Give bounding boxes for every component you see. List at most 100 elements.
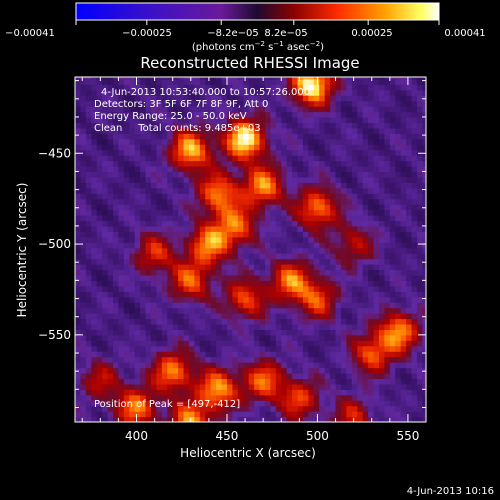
heatmap-cell: [395, 258, 402, 265]
heatmap-cell: [167, 149, 174, 156]
heatmap-cell: [80, 127, 87, 134]
heatmap-cell: [161, 133, 168, 140]
heatmap-cell: [216, 138, 223, 145]
heatmap-cell: [172, 95, 179, 102]
heatmap-cell: [357, 198, 364, 205]
heatmap-cell: [351, 372, 358, 380]
heatmap-cell: [91, 345, 98, 352]
heatmap-cell: [199, 340, 206, 347]
heatmap-cell: [156, 323, 163, 330]
heatmap-cell: [150, 247, 158, 254]
heatmap-cell: [368, 307, 375, 314]
heatmap-cell: [400, 372, 407, 380]
heatmap-cell: [286, 182, 293, 189]
heatmap-cell: [346, 351, 353, 358]
heatmap-cell: [140, 247, 147, 254]
heatmap-cell: [373, 362, 380, 369]
heatmap-cell: [389, 389, 396, 396]
heatmap-cell: [102, 334, 109, 341]
heatmap-cell: [112, 155, 120, 162]
heatmap-cell: [384, 313, 391, 320]
heatmap-cell: [107, 258, 114, 265]
heatmap-cell: [102, 405, 109, 412]
heatmap-cell: [183, 89, 190, 96]
heatmap-cell: [112, 351, 120, 358]
heatmap-cell: [178, 340, 185, 347]
heatmap-cell: [270, 389, 277, 396]
heatmap-cell: [134, 127, 141, 134]
heatmap-cell: [123, 127, 130, 134]
heatmap-cell: [286, 89, 293, 96]
heatmap-cell: [167, 89, 174, 96]
heatmap-cell: [232, 160, 239, 167]
heatmap-cell: [129, 165, 136, 173]
heatmap-cell: [395, 122, 402, 129]
heatmap-cell: [302, 111, 309, 118]
heatmap-cell: [237, 198, 244, 205]
heatmap-cell: [411, 182, 418, 189]
heatmap-cell: [406, 198, 413, 205]
heatmap-cell: [416, 193, 423, 200]
heatmap-cell: [264, 334, 272, 341]
heatmap-cell: [232, 362, 239, 369]
heatmap-cell: [80, 378, 87, 385]
heatmap-cell: [368, 345, 375, 352]
heatmap-cell: [319, 182, 326, 189]
heatmap-cell: [210, 411, 217, 418]
heatmap-cell: [259, 400, 266, 407]
x-tick-label: 550: [396, 429, 419, 443]
heatmap-cell: [80, 367, 87, 374]
heatmap-cell: [102, 193, 109, 200]
heatmap-cell: [80, 100, 87, 107]
heatmap-cell: [205, 411, 212, 418]
heatmap-cell: [172, 144, 179, 151]
heatmap-cell: [422, 372, 426, 380]
heatmap-cell: [112, 318, 120, 325]
heatmap-cell: [411, 329, 418, 336]
heatmap-cell: [129, 356, 136, 363]
heatmap-cell: [129, 291, 136, 298]
heatmap-cell: [297, 100, 304, 107]
heatmap-cell: [226, 253, 234, 260]
heatmap-cell: [248, 356, 255, 363]
heatmap-cell: [297, 296, 304, 303]
heatmap-cell: [221, 171, 228, 178]
heatmap-cell: [134, 383, 141, 390]
heatmap-cell: [411, 307, 418, 314]
heatmap-cell: [129, 285, 136, 292]
heatmap-cell: [118, 323, 125, 330]
heatmap-cell: [178, 323, 185, 330]
heatmap-cell: [226, 411, 234, 418]
heatmap-cell: [167, 302, 174, 309]
heatmap-cell: [80, 372, 87, 380]
heatmap-cell: [75, 345, 82, 352]
heatmap-cell: [330, 127, 337, 134]
heatmap-cell: [416, 416, 423, 422]
heatmap-cell: [232, 155, 239, 162]
heatmap-cell: [216, 378, 223, 385]
heatmap-cell: [134, 236, 141, 243]
heatmap-cell: [118, 149, 125, 156]
heatmap-cell: [281, 84, 288, 91]
heatmap-cell: [85, 242, 92, 249]
heatmap-cell: [243, 302, 250, 309]
heatmap-cell: [183, 313, 190, 320]
heatmap-cell: [129, 106, 136, 113]
heatmap-cell: [123, 176, 130, 183]
heatmap-cell: [416, 389, 423, 396]
heatmap-cell: [254, 89, 261, 96]
heatmap-cell: [167, 356, 174, 363]
heatmap-cell: [226, 193, 234, 200]
heatmap-cell: [172, 264, 179, 271]
heatmap-cell: [275, 193, 282, 200]
heatmap-cell: [199, 247, 206, 254]
heatmap-cell: [161, 89, 168, 96]
heatmap-cell: [330, 77, 337, 80]
heatmap-cell: [330, 378, 337, 385]
heatmap-cell: [373, 171, 380, 178]
heatmap-cell: [324, 198, 331, 205]
heatmap-cell: [313, 116, 320, 123]
heatmap-cell: [411, 280, 418, 287]
heatmap-cell: [330, 78, 337, 85]
heatmap-cell: [91, 378, 98, 385]
